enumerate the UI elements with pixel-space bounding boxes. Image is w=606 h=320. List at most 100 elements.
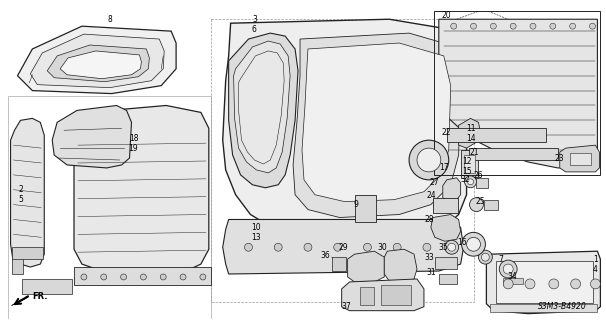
Text: FR.: FR. xyxy=(32,292,48,301)
Circle shape xyxy=(141,274,147,280)
Text: 36: 36 xyxy=(320,251,330,260)
Text: 4: 4 xyxy=(593,265,598,274)
Circle shape xyxy=(393,243,401,251)
Text: 5: 5 xyxy=(18,195,23,204)
Text: 34: 34 xyxy=(507,272,517,282)
Polygon shape xyxy=(52,106,132,168)
Circle shape xyxy=(503,264,513,274)
Circle shape xyxy=(490,23,496,29)
Bar xyxy=(331,257,345,271)
Bar xyxy=(355,195,376,222)
Text: 12: 12 xyxy=(462,157,471,166)
Circle shape xyxy=(525,279,535,289)
Text: S3M3-B4920: S3M3-B4920 xyxy=(538,302,587,311)
Circle shape xyxy=(364,243,371,251)
Circle shape xyxy=(462,232,485,256)
Text: 25: 25 xyxy=(476,197,485,206)
Text: 26: 26 xyxy=(474,172,483,180)
Text: 29: 29 xyxy=(339,243,348,252)
Bar xyxy=(503,278,523,284)
Text: 6: 6 xyxy=(252,25,257,34)
Circle shape xyxy=(417,148,441,172)
Bar xyxy=(435,257,457,269)
Circle shape xyxy=(590,279,601,289)
Circle shape xyxy=(275,243,282,251)
Circle shape xyxy=(468,179,473,185)
Text: 24: 24 xyxy=(426,191,436,200)
Circle shape xyxy=(423,243,431,251)
Circle shape xyxy=(465,176,476,188)
Bar xyxy=(439,274,457,284)
Circle shape xyxy=(101,274,107,280)
Bar xyxy=(381,285,411,305)
Bar xyxy=(490,304,598,312)
Text: 2: 2 xyxy=(18,185,23,194)
Polygon shape xyxy=(74,106,209,274)
Bar xyxy=(8,96,211,319)
Bar xyxy=(359,287,375,305)
Bar xyxy=(476,178,488,188)
Circle shape xyxy=(445,240,459,254)
Bar xyxy=(464,155,476,173)
Polygon shape xyxy=(443,178,461,202)
Polygon shape xyxy=(431,214,461,241)
Circle shape xyxy=(571,279,581,289)
Circle shape xyxy=(481,253,490,261)
Text: 30: 30 xyxy=(378,243,387,252)
Polygon shape xyxy=(342,279,424,311)
Polygon shape xyxy=(239,51,284,164)
Polygon shape xyxy=(487,251,601,314)
Text: 28: 28 xyxy=(424,215,434,224)
Bar xyxy=(496,261,593,303)
Bar xyxy=(570,153,591,165)
Circle shape xyxy=(160,274,166,280)
Bar xyxy=(447,128,546,142)
Polygon shape xyxy=(233,41,290,173)
Text: 14: 14 xyxy=(466,134,475,143)
Polygon shape xyxy=(459,118,481,148)
Circle shape xyxy=(590,23,596,29)
Circle shape xyxy=(570,23,576,29)
Circle shape xyxy=(479,250,492,264)
Text: 27: 27 xyxy=(429,178,439,187)
Text: 13: 13 xyxy=(251,233,261,242)
Circle shape xyxy=(244,243,253,251)
Circle shape xyxy=(448,243,456,251)
Text: 16: 16 xyxy=(457,238,467,247)
Polygon shape xyxy=(228,33,298,188)
Circle shape xyxy=(81,274,87,280)
Text: 15: 15 xyxy=(462,167,471,176)
Circle shape xyxy=(503,279,513,289)
Bar xyxy=(12,247,43,259)
Polygon shape xyxy=(348,251,384,282)
Text: 9: 9 xyxy=(353,200,358,209)
Bar xyxy=(461,150,479,178)
Text: 21: 21 xyxy=(470,148,479,156)
Text: 19: 19 xyxy=(128,144,138,153)
Circle shape xyxy=(530,23,536,29)
Text: 33: 33 xyxy=(424,253,434,262)
Bar xyxy=(468,148,558,160)
Polygon shape xyxy=(60,51,141,79)
Polygon shape xyxy=(12,297,28,306)
Text: 1: 1 xyxy=(593,255,598,264)
Polygon shape xyxy=(30,34,164,88)
Text: 10: 10 xyxy=(251,223,261,232)
Bar xyxy=(433,198,458,212)
Text: 20: 20 xyxy=(442,11,451,20)
Text: 3: 3 xyxy=(252,15,257,24)
Circle shape xyxy=(409,140,448,180)
Text: 31: 31 xyxy=(426,268,436,276)
Text: 17: 17 xyxy=(439,164,448,172)
Circle shape xyxy=(499,260,517,278)
Circle shape xyxy=(550,23,556,29)
Bar xyxy=(484,200,498,210)
Polygon shape xyxy=(302,43,451,202)
Polygon shape xyxy=(10,118,44,267)
Polygon shape xyxy=(293,33,461,218)
Polygon shape xyxy=(439,19,598,168)
Circle shape xyxy=(334,243,342,251)
Polygon shape xyxy=(47,45,149,82)
Text: 37: 37 xyxy=(342,302,351,311)
Text: 18: 18 xyxy=(128,134,138,143)
